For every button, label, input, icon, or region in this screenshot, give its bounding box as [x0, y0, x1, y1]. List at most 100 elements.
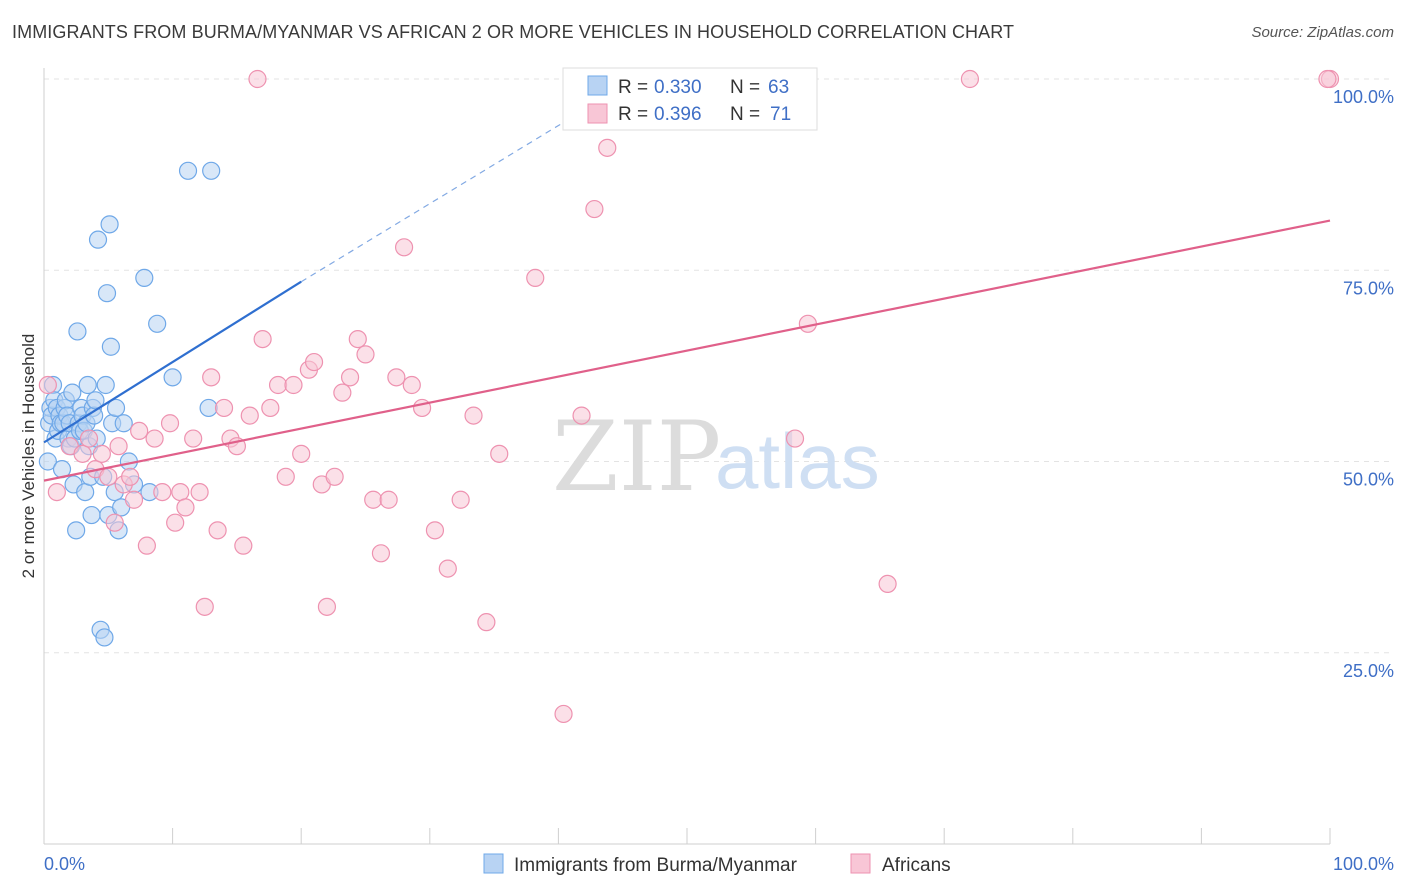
trend-line-burma — [43, 280, 302, 444]
data-point — [38, 452, 57, 471]
data-point — [148, 314, 167, 333]
data-point — [78, 375, 97, 395]
data-point — [526, 268, 545, 287]
data-point — [92, 444, 111, 463]
data-point — [76, 483, 95, 502]
data-point — [202, 368, 221, 387]
data-point — [109, 437, 128, 456]
data-point — [268, 375, 288, 395]
legend-n-value-1: 63 — [768, 77, 789, 98]
data-point — [95, 628, 114, 647]
data-point — [171, 483, 190, 502]
series-africans — [38, 69, 1340, 724]
data-point — [130, 421, 149, 440]
x-tick-marks — [172, 828, 1331, 844]
data-point — [261, 398, 280, 418]
data-point — [572, 406, 591, 425]
data-point — [348, 330, 367, 349]
data-point — [325, 467, 344, 486]
data-point — [79, 429, 99, 448]
data-point — [38, 375, 57, 395]
y-tick-label-75: 75.0% — [1343, 278, 1394, 298]
legend-n-value-2: 71 — [770, 104, 791, 125]
data-point — [166, 513, 185, 532]
data-point — [67, 521, 86, 540]
legend-swatch-africans — [587, 103, 608, 124]
data-point — [176, 498, 195, 517]
data-point — [425, 521, 445, 540]
x-tick-label-left: 0.0% — [44, 854, 85, 874]
data-point — [1318, 69, 1337, 89]
series-burma — [38, 161, 221, 647]
y-tick-labels: 25.0% 50.0% 75.0% 100.0% — [1333, 87, 1394, 681]
data-point — [124, 490, 144, 509]
data-point — [82, 505, 101, 525]
data-point — [153, 483, 172, 502]
data-point — [163, 368, 182, 387]
data-point — [178, 161, 198, 180]
data-point — [99, 467, 118, 486]
data-point — [317, 597, 337, 616]
data-point — [464, 406, 483, 425]
data-point — [96, 375, 115, 395]
legend-n-label-1: N = — [730, 77, 760, 98]
data-point — [284, 375, 303, 395]
data-point — [199, 398, 218, 418]
data-point — [106, 398, 126, 418]
series-legend: Immigrants from Burma/Myanmar Africans — [483, 853, 951, 876]
grid-lines — [44, 78, 1394, 654]
data-point — [253, 330, 272, 349]
data-point — [554, 704, 573, 724]
legend-n-label-2: N = — [730, 104, 760, 125]
bottom-legend-label-burma: Immigrants from Burma/Myanmar — [514, 855, 798, 876]
data-point — [114, 414, 133, 433]
data-point — [105, 513, 124, 532]
data-point — [402, 375, 421, 395]
trend-layer — [43, 93, 1331, 482]
data-point — [184, 429, 203, 448]
data-point — [451, 490, 470, 509]
data-point — [135, 268, 154, 287]
data-point — [292, 444, 311, 463]
data-point — [364, 490, 383, 509]
data-point — [202, 161, 221, 180]
data-point — [340, 368, 360, 387]
source-label: Source: ZipAtlas.com — [1251, 24, 1394, 41]
y-axis-label: 2 or more Vehicles in Household — [19, 334, 38, 579]
data-point — [47, 483, 66, 502]
data-point — [68, 322, 87, 341]
data-point — [97, 284, 117, 303]
data-point — [379, 490, 398, 509]
data-point — [121, 467, 140, 486]
data-point — [145, 429, 164, 448]
data-point — [100, 215, 119, 234]
legend-r-value-2: 0.396 — [654, 104, 702, 125]
legend-swatch-burma — [587, 75, 608, 96]
data-point — [960, 69, 980, 89]
data-point — [88, 230, 108, 249]
data-point — [86, 391, 105, 410]
data-point — [234, 536, 253, 555]
legend-r-label-2: R = — [618, 104, 648, 125]
stats-legend: R = 0.330 N = 63 R = 0.396 N = 71 — [562, 67, 818, 131]
data-point — [356, 345, 375, 364]
y-tick-label-100: 100.0% — [1333, 87, 1394, 107]
bottom-legend-label-africans: Africans — [882, 855, 951, 876]
data-point — [477, 613, 496, 632]
data-point — [585, 199, 604, 219]
x-tick-label-right: 100.0% — [1333, 854, 1394, 874]
data-point — [785, 429, 805, 448]
data-point — [160, 414, 180, 433]
data-point — [387, 368, 406, 387]
data-point — [195, 597, 214, 616]
data-point — [276, 467, 295, 486]
data-point — [490, 444, 509, 463]
trend-line-extension-burma — [300, 93, 611, 283]
data-point — [137, 536, 156, 555]
data-point — [598, 138, 617, 157]
data-point — [371, 544, 391, 563]
data-point — [394, 238, 414, 257]
data-point — [63, 383, 82, 402]
data-point — [240, 406, 259, 425]
y-tick-label-25: 25.0% — [1343, 661, 1394, 681]
